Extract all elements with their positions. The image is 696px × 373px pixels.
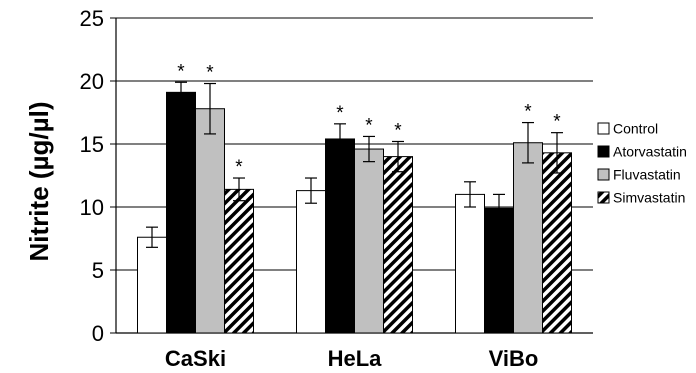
y-tick-label-2: 10: [80, 195, 104, 220]
y-tick-label-4: 20: [80, 69, 104, 94]
significance-star-fluvastatin-caski: *: [206, 63, 214, 84]
legend-swatch-simvastatin: [597, 191, 610, 204]
significance-star-simvastatin-vibo: *: [553, 112, 561, 133]
bar-simvastatin-caski: [224, 188, 254, 334]
significance-star-atorvastatin-caski: *: [177, 61, 185, 82]
legend-swatch-fluvastatin: [597, 168, 610, 181]
bar-atorvastatin-vibo: [484, 207, 514, 334]
y-tick-label-3: 15: [80, 132, 104, 157]
legend-swatch-control: [597, 122, 610, 135]
legend-label-atorvastatin: Atorvastatin: [613, 144, 687, 160]
bar-simvastatin-vibo: [542, 152, 572, 334]
y-tick-label-0: 0: [92, 321, 104, 346]
legend-swatch-atorvastatin: [597, 145, 610, 158]
bar-atorvastatin-hela: [325, 138, 355, 334]
bar-fluvastatin-hela: [354, 148, 384, 334]
x-category-label-caski: CaSki: [165, 346, 226, 371]
y-axis-title: Nitrite (µg/µl): [24, 102, 54, 262]
x-category-label-vibo: ViBo: [489, 346, 539, 371]
significance-star-atorvastatin-hela: *: [336, 103, 344, 124]
bar-fluvastatin-vibo: [513, 142, 543, 334]
x-category-label-hela: HeLa: [328, 346, 383, 371]
significance-star-simvastatin-caski: *: [235, 157, 243, 178]
legend-label-simvastatin: Simvastatin: [613, 190, 685, 206]
bar-simvastatin-hela: [383, 156, 413, 334]
significance-star-fluvastatin-vibo: *: [524, 102, 532, 123]
legend-label-fluvastatin: Fluvastatin: [613, 167, 681, 183]
bar-control-hela: [296, 190, 326, 334]
y-tick-label-5: 25: [80, 6, 104, 31]
bar-control-vibo: [455, 193, 485, 334]
significance-star-fluvastatin-hela: *: [365, 115, 373, 136]
y-tick-label-1: 5: [92, 258, 104, 283]
bar-atorvastatin-caski: [166, 91, 196, 334]
legend-label-control: Control: [613, 121, 658, 137]
bar-control-caski: [137, 236, 167, 334]
bar-fluvastatin-caski: [195, 108, 225, 334]
significance-star-simvastatin-hela: *: [394, 120, 402, 141]
